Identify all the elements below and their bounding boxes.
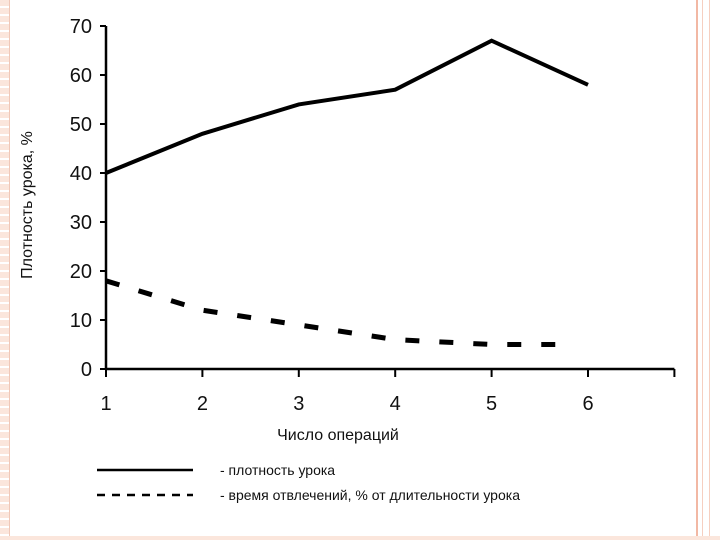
y-tick-label: 50 [70, 114, 92, 136]
x-tick-label: 4 [390, 393, 401, 415]
legend-label-solid: - плотность урока [220, 462, 335, 478]
y-axis-ticks: 0 10 20 30 40 50 60 70 [70, 16, 106, 381]
x-tick-label: 2 [197, 393, 208, 415]
x-axis-ticks: 1 2 3 4 5 6 [100, 369, 676, 415]
legend: - плотность урока - время отвлечений, % … [97, 462, 520, 503]
series-layer [105, 38, 589, 347]
x-tick-label: 6 [582, 393, 593, 415]
bottom-decorative-border [0, 536, 720, 540]
y-tick-label: 40 [70, 163, 92, 185]
y-axis-title: Плотность урока, % [19, 131, 36, 279]
left-decorative-border [0, 0, 10, 540]
y-tick-label: 0 [81, 359, 92, 381]
x-axis-title: Число операций [277, 427, 399, 444]
x-tick-label: 5 [486, 393, 497, 415]
series-line-lesson-density [105, 38, 589, 175]
x-tick-label: 1 [100, 393, 111, 415]
y-tick-label: 60 [70, 65, 92, 87]
y-tick-label: 10 [70, 310, 92, 332]
legend-label-dashed: - время отвлечений, % от длительности ур… [220, 487, 520, 503]
right-decorative-border [696, 0, 720, 540]
x-tick-label: 3 [293, 393, 304, 415]
y-tick-label: 20 [70, 261, 92, 283]
y-tick-label: 30 [70, 212, 92, 234]
series-line-distraction-time [105, 278, 569, 347]
y-tick-label: 70 [70, 16, 92, 38]
